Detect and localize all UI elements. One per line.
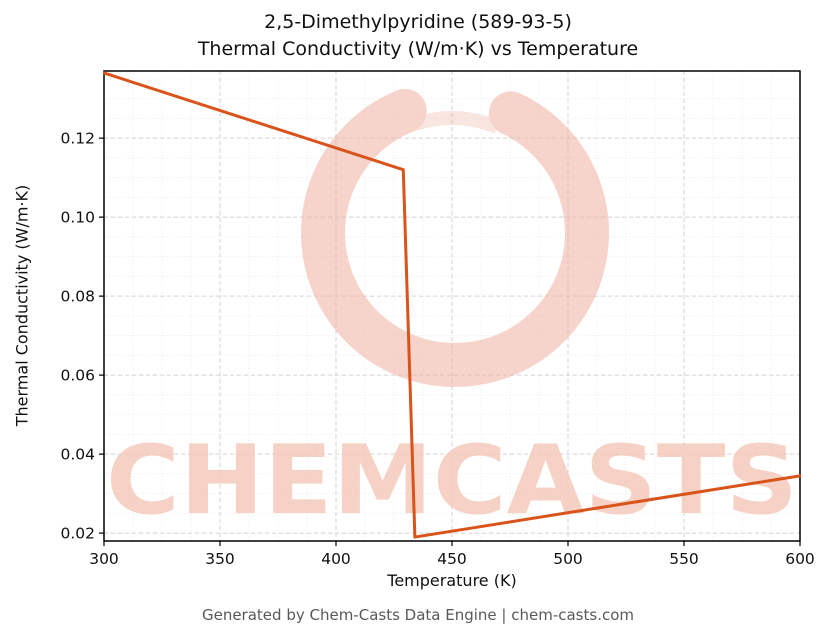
svg-text:450: 450 xyxy=(437,550,467,568)
thermal-conductivity-line xyxy=(103,71,801,539)
watermark-logo-icon xyxy=(301,79,609,388)
svg-text:300: 300 xyxy=(89,550,119,568)
svg-text:0.10: 0.10 xyxy=(60,209,95,227)
watermark-text: CHEMCASTS xyxy=(106,426,798,536)
svg-text:350: 350 xyxy=(205,550,235,568)
y-axis-label: Thermal Conductivity (W/m·K) xyxy=(12,184,32,427)
footer-credit: Generated by Chem-Casts Data Engine | ch… xyxy=(201,606,635,624)
svg-text:600: 600 xyxy=(785,550,815,568)
svg-text:0.06: 0.06 xyxy=(60,367,95,385)
chart-title: 2,5-Dimethylpyridine (589-93-5) Thermal … xyxy=(0,9,836,62)
svg-text:500: 500 xyxy=(553,550,583,568)
svg-text:0.04: 0.04 xyxy=(60,446,95,464)
svg-text:400: 400 xyxy=(321,550,351,568)
svg-text:0.12: 0.12 xyxy=(60,130,95,148)
x-axis-label: Temperature (K) xyxy=(387,571,517,590)
chart-title-line1: 2,5-Dimethylpyridine (589-93-5) xyxy=(264,11,572,33)
svg-text:0.08: 0.08 xyxy=(60,288,95,306)
chart-title-line2: Thermal Conductivity (W/m·K) vs Temperat… xyxy=(197,37,639,60)
svg-text:550: 550 xyxy=(669,550,699,568)
svg-text:0.02: 0.02 xyxy=(60,525,95,543)
